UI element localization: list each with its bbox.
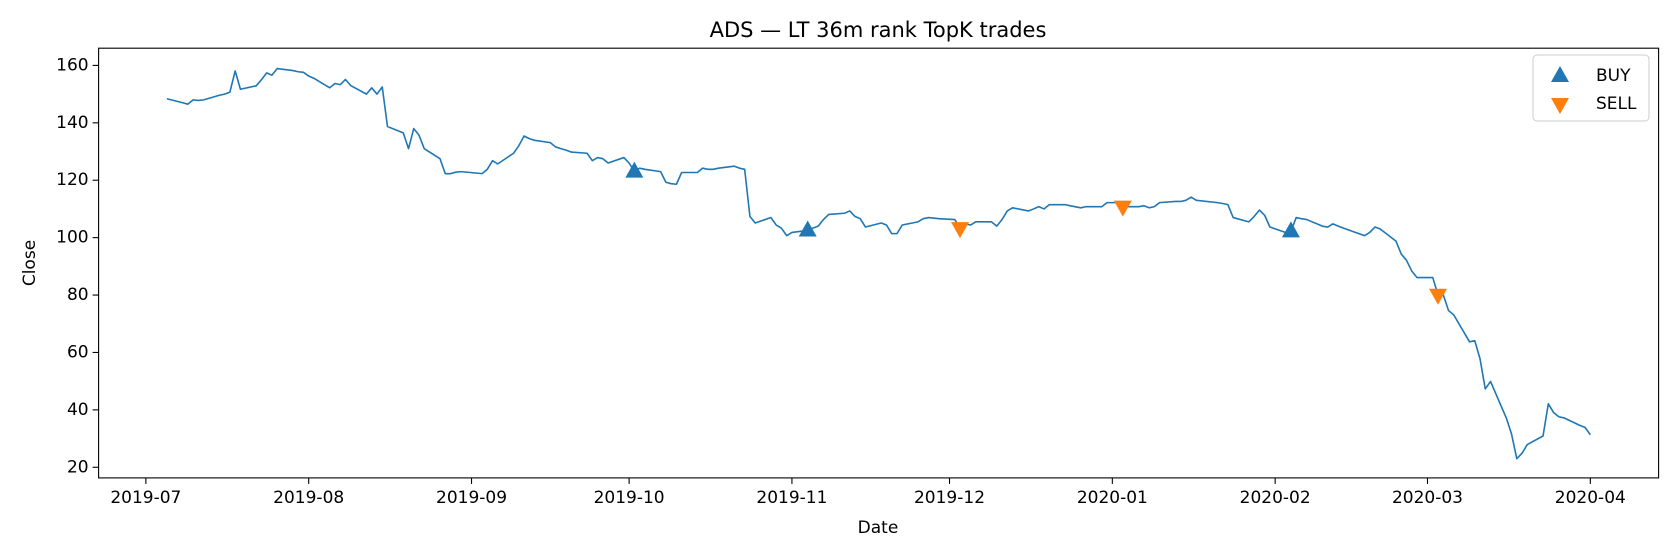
y-tick-label: 60 [67,342,89,362]
trade-marker [1428,288,1447,305]
y-axis-label: Close [20,240,40,286]
legend-label: SELL [1596,94,1637,114]
y-tick-label: 160 [56,55,88,75]
trade-marker [951,222,970,239]
plot-frame [98,47,1660,479]
trade-marker [1281,221,1300,238]
legend-label: BUY [1596,66,1631,86]
x-tick-label: 2019-07 [110,488,181,508]
x-tick-label: 2020-03 [1392,488,1463,508]
x-tick-label: 2019-10 [594,488,665,508]
y-tick-label: 40 [67,400,89,420]
y-tick-label: 20 [67,457,89,477]
legend-marker [1551,66,1569,82]
trade-marker [625,161,644,178]
x-tick-label: 2020-04 [1555,488,1626,508]
chart-title: ADS — LT 36m rank TopK trades [710,18,1047,42]
y-tick-label: 140 [56,113,88,133]
trade-marker [1113,200,1132,217]
x-axis-label: Date [858,518,899,538]
trade-marker [798,220,817,237]
close-line [166,67,1591,460]
y-tick-label: 80 [67,285,89,305]
x-tick-label: 2019-08 [273,488,344,508]
x-tick-label: 2019-12 [914,488,985,508]
x-tick-label: 2020-01 [1077,488,1148,508]
y-tick-label: 100 [56,228,88,248]
x-tick-label: 2019-11 [756,488,827,508]
x-tick-label: 2019-09 [436,488,507,508]
x-tick-label: 2020-02 [1240,488,1311,508]
legend-marker [1551,98,1569,114]
y-tick-label: 120 [56,170,88,190]
